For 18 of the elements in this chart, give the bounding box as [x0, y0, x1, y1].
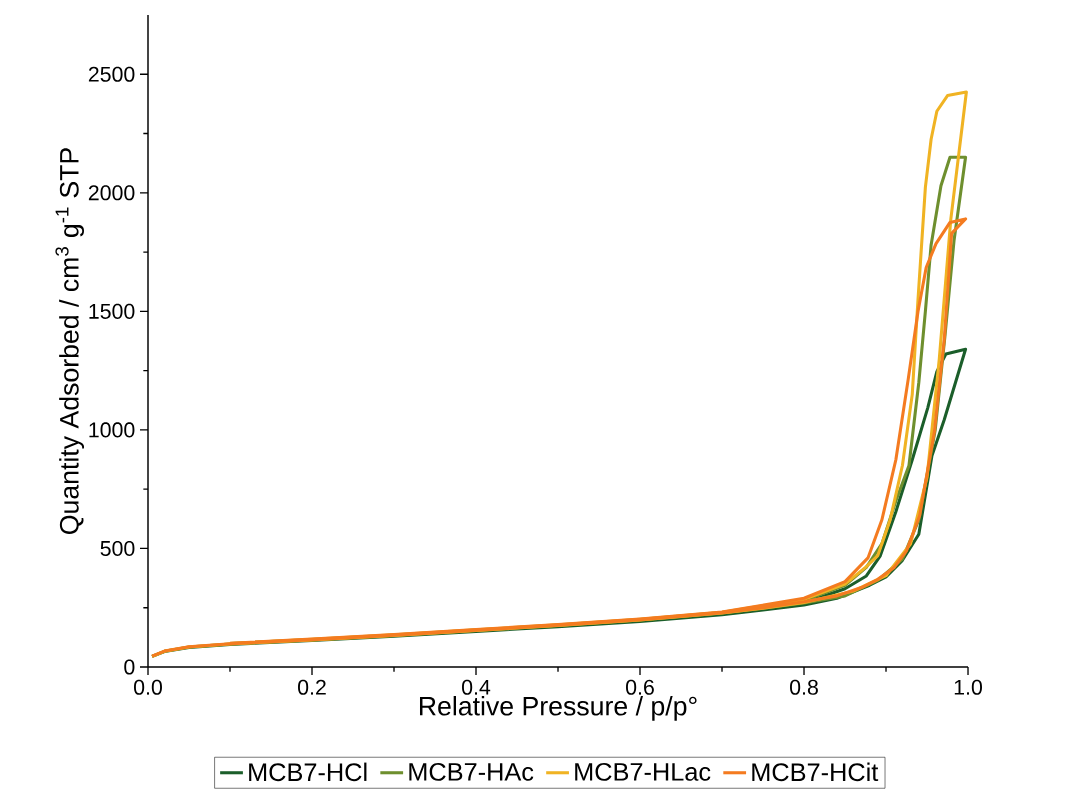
y-tick-label: 0: [124, 659, 135, 675]
x-tick-label: 0.4: [462, 679, 491, 695]
y-tick-label: 2000: [88, 185, 135, 201]
legend-label: MCB7-HAc: [409, 762, 534, 781]
x-tick-label: 0.0: [134, 679, 162, 695]
x-tick-label: 1.0: [954, 679, 982, 695]
x-tick-label: 0.2: [298, 679, 326, 695]
legend-label: MCB7-HLac: [575, 762, 711, 781]
y-tick-label: 1500: [89, 303, 135, 319]
y-tick-label: 500: [100, 540, 135, 556]
y-axis-title: Quantity Adsorbed / cm$^{3}$ g$^{-1}$ STP: [55, 148, 85, 534]
x-tick-label: 0.6: [626, 679, 654, 695]
y-tick-label: 1000: [89, 422, 135, 438]
legend-label: MCB7-HCit: [752, 762, 879, 782]
legend-label: MCB7-HCl: [249, 762, 367, 782]
x-axis-title: Relative Pressure / p/p°: [419, 695, 697, 721]
x-tick-label: 0.8: [790, 679, 818, 695]
y-tick-label: 2500: [88, 66, 135, 82]
